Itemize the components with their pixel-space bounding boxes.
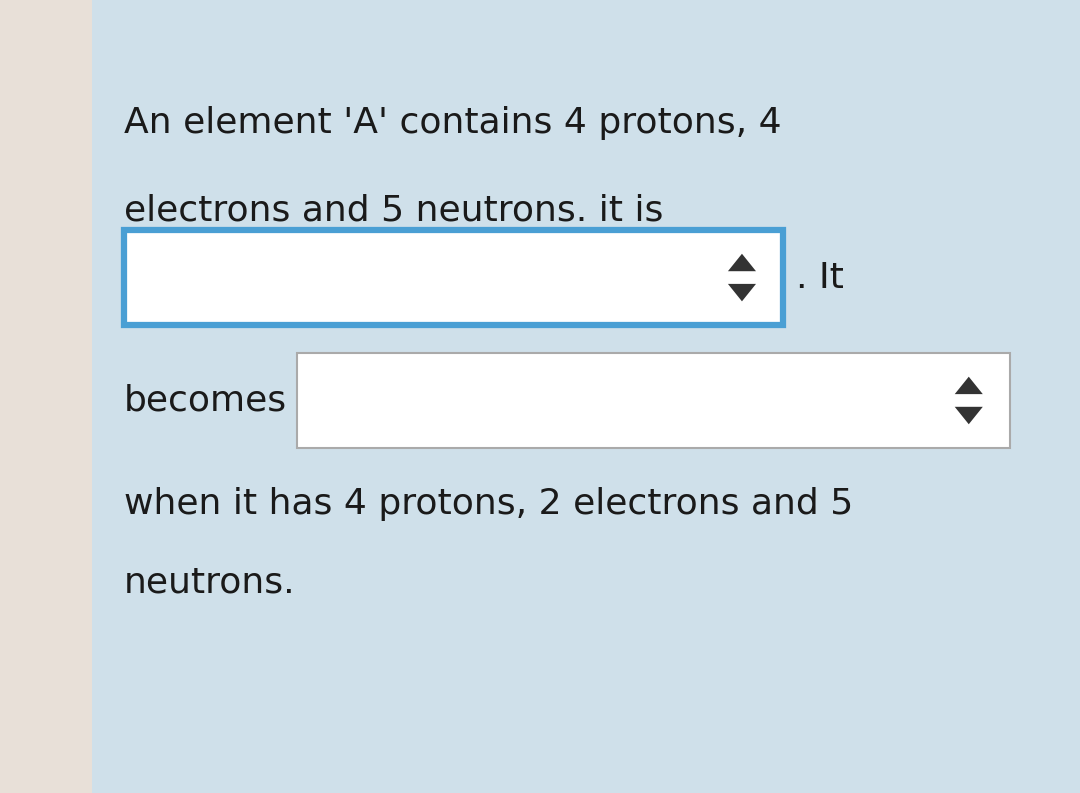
Bar [0,0,92,793]
Text: . It: . It [796,261,843,294]
Polygon shape [955,407,983,424]
FancyBboxPatch shape [297,353,1010,448]
Text: neutrons.: neutrons. [124,566,296,600]
Text: An element 'A' contains 4 protons, 4: An element 'A' contains 4 protons, 4 [124,106,782,140]
Polygon shape [728,284,756,301]
Text: when it has 4 protons, 2 electrons and 5: when it has 4 protons, 2 electrons and 5 [124,487,853,520]
Polygon shape [955,377,983,394]
Text: becomes: becomes [124,384,287,417]
Polygon shape [728,254,756,271]
Text: electrons and 5 neutrons. it is: electrons and 5 neutrons. it is [124,193,663,227]
FancyBboxPatch shape [124,230,783,325]
